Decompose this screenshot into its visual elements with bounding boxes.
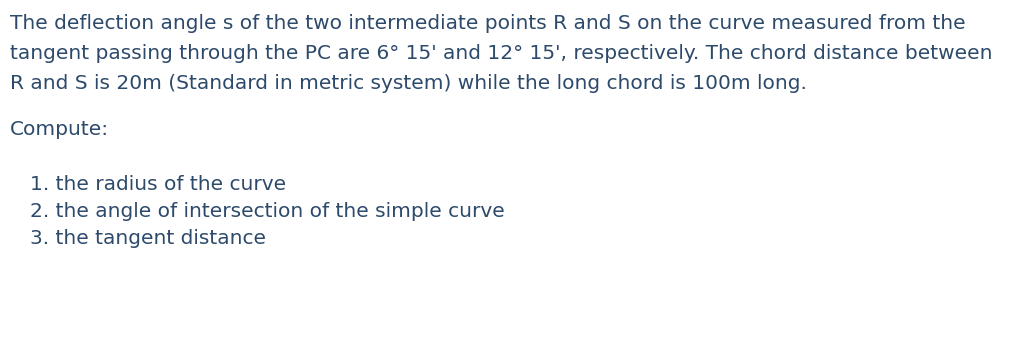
Text: 1. the radius of the curve: 1. the radius of the curve [30, 175, 286, 194]
Text: 3. the tangent distance: 3. the tangent distance [30, 229, 266, 248]
Text: The deflection angle s of the two intermediate points R and S on the curve measu: The deflection angle s of the two interm… [10, 14, 966, 33]
Text: Compute:: Compute: [10, 120, 109, 139]
Text: 2. the angle of intersection of the simple curve: 2. the angle of intersection of the simp… [30, 202, 504, 221]
Text: tangent passing through the PC are 6° 15' and 12° 15', respectively. The chord d: tangent passing through the PC are 6° 15… [10, 44, 992, 63]
Text: R and S is 20m (Standard in metric system) while the long chord is 100m long.: R and S is 20m (Standard in metric syste… [10, 74, 807, 93]
